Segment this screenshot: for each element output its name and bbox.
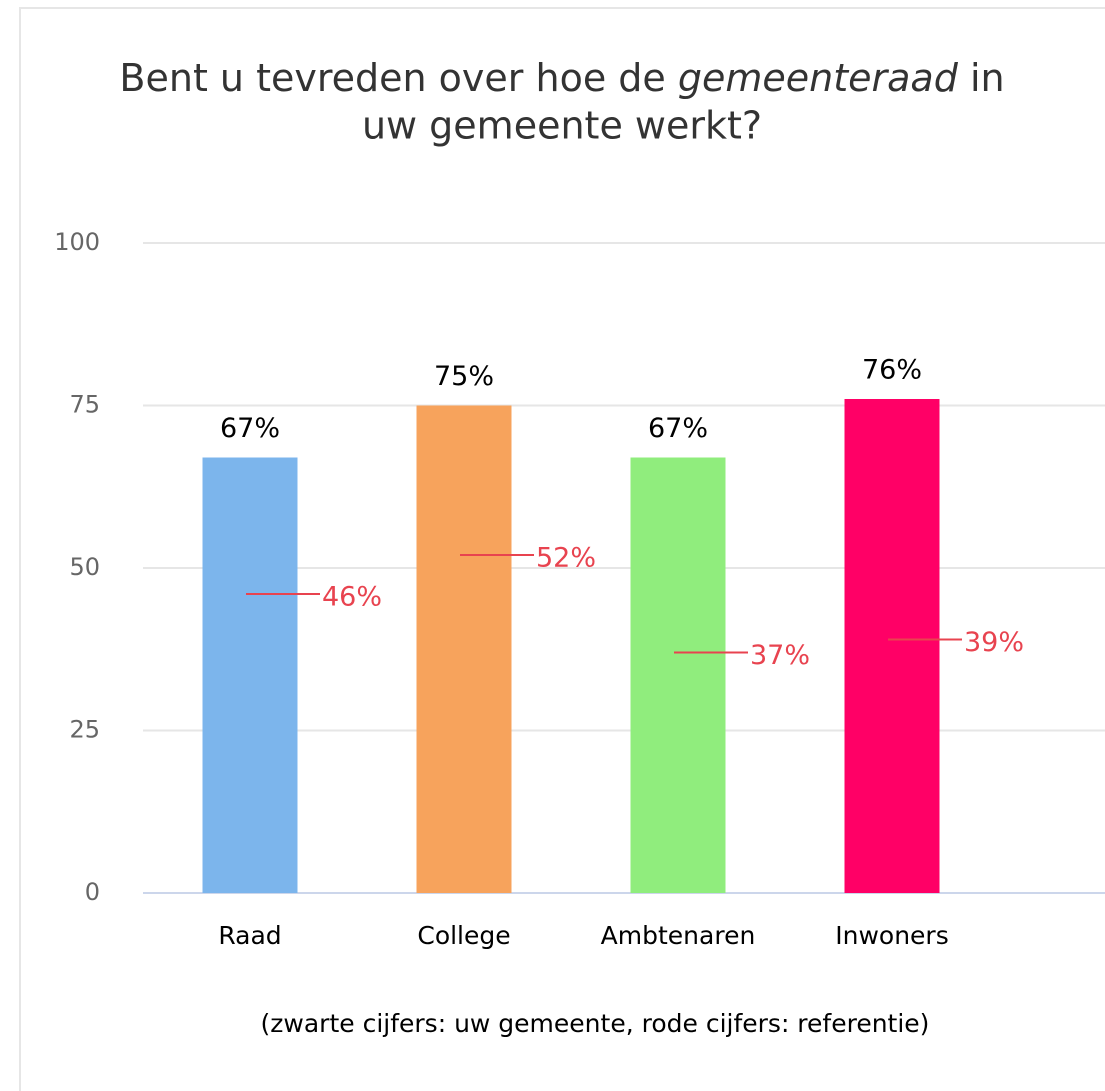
y-tick-label: 75	[69, 391, 100, 419]
value-label: 67%	[648, 413, 708, 444]
bar	[202, 457, 298, 893]
y-tick-label: 100	[54, 228, 100, 256]
reference-label: 52%	[536, 543, 596, 574]
reference-label: 39%	[964, 627, 1024, 658]
title-part: Bent u tevreden over hoe de	[119, 56, 665, 100]
y-tick-label: 50	[69, 553, 100, 581]
bar	[416, 405, 512, 893]
x-tick-label: College	[417, 921, 510, 950]
reference-label: 46%	[322, 582, 382, 613]
title-emphasis: gemeenteraad	[678, 56, 959, 100]
title-part: in	[970, 56, 1005, 100]
chart-title-line: uw gemeente werkt?	[362, 104, 762, 148]
x-tick-label: Inwoners	[835, 921, 949, 950]
reference-label: 37%	[750, 640, 810, 671]
bar	[630, 457, 726, 893]
chart-title: Bent u tevreden over hoe de gemeenteraad…	[119, 56, 1004, 100]
x-tick-label: Raad	[218, 921, 281, 950]
value-label: 67%	[220, 413, 280, 444]
x-tick-label: Ambtenaren	[601, 921, 756, 950]
note: (zwarte cijfers: uw gemeente, rode cijfe…	[261, 1009, 930, 1038]
value-label: 76%	[862, 355, 922, 386]
y-tick-label: 0	[85, 878, 100, 906]
bar	[844, 399, 940, 893]
y-tick-label: 25	[69, 716, 100, 744]
value-label: 75%	[434, 361, 494, 392]
